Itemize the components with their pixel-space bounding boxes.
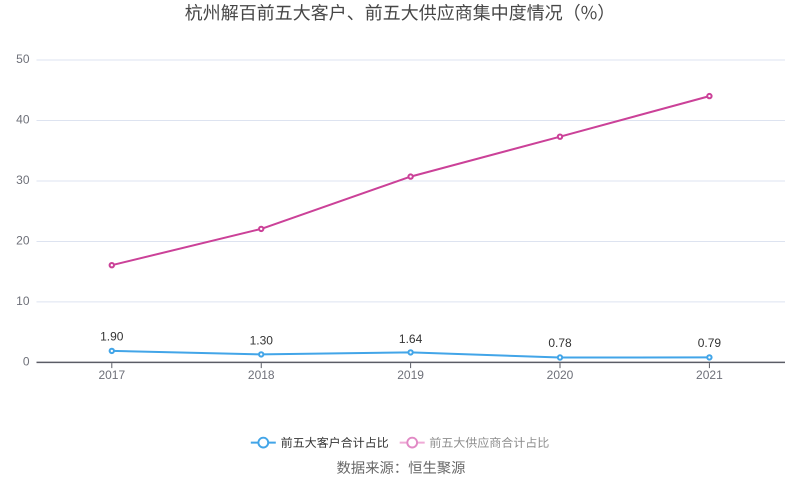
svg-text:1.30: 1.30 xyxy=(250,334,274,348)
svg-text:0.79: 0.79 xyxy=(698,336,722,350)
svg-text:2020: 2020 xyxy=(547,368,574,382)
svg-text:2017: 2017 xyxy=(98,368,125,382)
svg-text:2019: 2019 xyxy=(397,368,424,382)
svg-text:1.90: 1.90 xyxy=(100,329,124,343)
svg-text:10: 10 xyxy=(16,294,30,308)
svg-text:50: 50 xyxy=(16,52,30,66)
svg-text:2018: 2018 xyxy=(248,368,275,382)
svg-text:2021: 2021 xyxy=(696,368,723,382)
svg-text:30: 30 xyxy=(16,173,30,187)
svg-text:0.78: 0.78 xyxy=(548,336,572,350)
svg-text:20: 20 xyxy=(16,233,30,247)
svg-text:40: 40 xyxy=(16,113,30,127)
svg-text:0: 0 xyxy=(23,354,30,368)
svg-text:1.64: 1.64 xyxy=(399,332,423,346)
